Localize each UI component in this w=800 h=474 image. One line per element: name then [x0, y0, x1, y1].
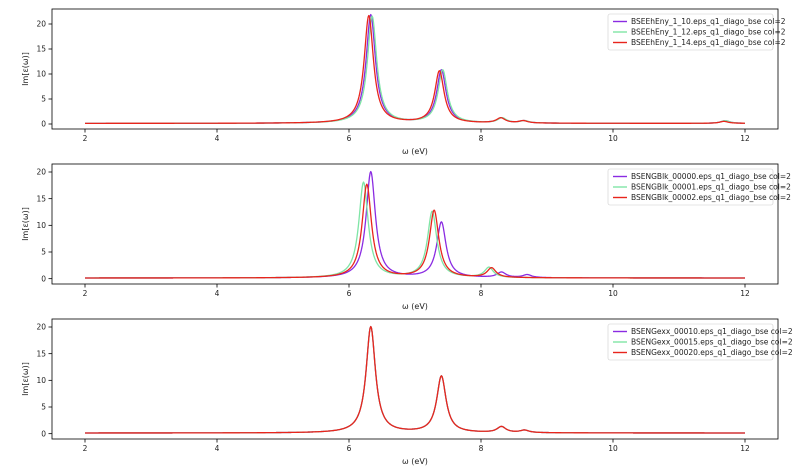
y-tick-label: 5: [41, 248, 46, 257]
legend-box: [607, 323, 774, 361]
y-tick-label: 0: [41, 120, 46, 129]
x-tick-label: 6: [347, 444, 352, 453]
x-tick-label: 6: [347, 134, 352, 143]
y-tick-label: 0: [41, 429, 46, 438]
y-tick-label: 15: [36, 45, 46, 54]
x-tick-label: 8: [479, 134, 484, 143]
legend-entry-1: BSENGBlk_00000.eps_q1_diago_bse col=2: [631, 172, 791, 181]
y-tick-label: 5: [41, 95, 46, 104]
x-axis-label: ω (eV): [402, 302, 428, 311]
y-axis-label: Im[ε(ω)]: [21, 52, 30, 86]
x-tick-label: 6: [347, 289, 352, 298]
x-tick-label: 2: [83, 444, 88, 453]
x-tick-label: 2: [83, 134, 88, 143]
y-tick-label: 15: [36, 194, 46, 203]
y-tick-label: 20: [36, 323, 46, 332]
x-axis-label: ω (eV): [402, 457, 428, 466]
plot-frame: [51, 163, 779, 285]
legend: BSEEhEny_1_10.eps_q1_diago_bse col=2 BSEE…: [607, 13, 786, 51]
legend-entry-1: BSENGexx_00010.eps_q1_diago_bse col=2: [631, 327, 793, 336]
legend-entry-3: BSEEhEny_1_14.eps_q1_diago_bse col=2: [631, 38, 786, 47]
y-tick-label: 10: [36, 70, 46, 79]
x-tick-label: 12: [740, 134, 750, 143]
x-tick-label: 10: [608, 289, 618, 298]
y-tick-label: 10: [36, 376, 46, 385]
x-tick-label: 4: [215, 134, 220, 143]
y-tick-label: 5: [41, 403, 46, 412]
legend-entry-2: BSEEhEny_1_12.eps_q1_diago_bse col=2: [631, 28, 786, 37]
x-tick-label: 8: [479, 444, 484, 453]
legend-entry-2: BSENGexx_00015.eps_q1_diago_bse col=2: [631, 338, 793, 347]
legend-entry-1: BSEEhEny_1_10.eps_q1_diago_bse col=2: [631, 17, 786, 26]
plot-frame: [51, 318, 779, 440]
y-axis-label: Im[ε(ω)]: [21, 362, 30, 396]
legend-box: [607, 168, 774, 206]
plot-frame: [51, 8, 779, 130]
series-line-3: [85, 183, 745, 279]
x-tick-label: 2: [83, 289, 88, 298]
legend-entry-3: BSENGexx_00020.eps_q1_diago_bse col=2: [631, 348, 793, 357]
chart-panel-3: 2 4 6 8 10 12 0 5 10 15 20 ω (eV) Im[ε(ω)] BSENGexx_0…: [21, 318, 793, 466]
y-tick-label: 15: [36, 349, 46, 358]
y-tick-label: 10: [36, 221, 46, 230]
legend-entry-3: BSENGBlk_00002.eps_q1_diago_bse col=2: [631, 193, 791, 202]
legend-entry-2: BSENGBlk_00001.eps_q1_diago_bse col=2: [631, 183, 791, 192]
x-tick-label: 4: [215, 444, 220, 453]
x-tick-label: 10: [608, 444, 618, 453]
chart-panel-2: 2 4 6 8 10 12 0 5 10 15 20 ω (eV) Im[ε(ω)] BSENGBlk_0…: [21, 163, 791, 311]
x-tick-label: 4: [215, 289, 220, 298]
series-line-3: [85, 14, 746, 124]
x-axis-label: ω (eV): [402, 147, 428, 156]
chart-panel-1: 2 4 6 8 10 12 0 5 10 15 20 ω (eV) Im[ε(ω)] BSEEhEny_1…: [21, 8, 786, 156]
y-axis-label: Im[ε(ω)]: [21, 207, 30, 241]
y-tick-label: 20: [36, 20, 46, 29]
series-group: [85, 13, 746, 124]
series-line-3: [85, 325, 745, 434]
x-tick-label: 8: [479, 289, 484, 298]
x-tick-label: 12: [740, 444, 750, 453]
x-tick-label: 12: [740, 289, 750, 298]
series-group: [85, 170, 745, 279]
legend: BSENGBlk_00000.eps_q1_diago_bse col=2 BSE…: [607, 168, 791, 206]
legend-box: [607, 13, 774, 51]
series-group: [85, 325, 745, 434]
y-tick-label: 0: [41, 274, 46, 283]
x-tick-label: 10: [608, 134, 618, 143]
legend: BSENGexx_00010.eps_q1_diago_bse col=2 BSE…: [607, 323, 793, 361]
y-tick-label: 20: [36, 168, 46, 177]
